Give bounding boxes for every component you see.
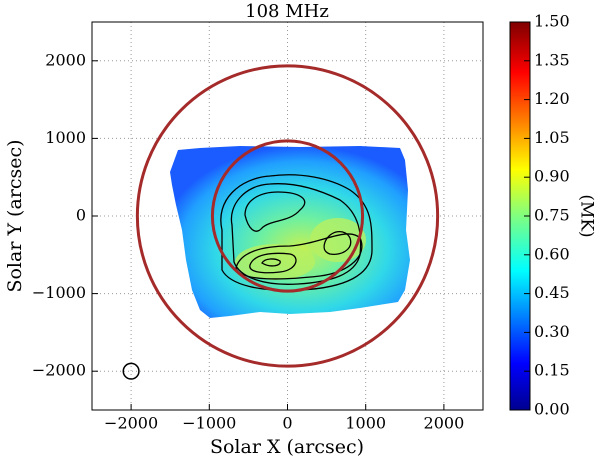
- y-tick-label: −1000: [32, 283, 86, 302]
- x-tick-label: −2000: [104, 414, 158, 433]
- colorbar-tick-label: 0.90: [534, 167, 570, 186]
- colorbar-tick-label: 0.60: [534, 244, 570, 263]
- y-tick-label: 2000: [45, 50, 86, 69]
- x-tick-label: 2000: [424, 414, 465, 433]
- heatmap-core: [235, 244, 315, 280]
- heatmap-core: [310, 218, 366, 262]
- y-tick-label: 1000: [45, 128, 86, 147]
- heatmap-blob: [170, 146, 410, 318]
- circle: [122, 362, 140, 380]
- colorbar-tick-label: 0.00: [534, 400, 570, 419]
- y-axis-label: Solar Y (arcsec): [4, 139, 26, 292]
- circle: [210, 139, 365, 293]
- circle: [135, 64, 440, 368]
- x-tick-label: 1000: [345, 414, 386, 433]
- x-tick-label: 0: [282, 414, 292, 433]
- colorbar-tick-label: 1.20: [534, 89, 570, 108]
- colorbar-tick-label: 1.50: [534, 12, 570, 31]
- colorbar-tick-label: 0.30: [534, 322, 570, 341]
- x-axis-label: Solar X (arcsec): [210, 436, 364, 458]
- colorbar-tick-label: 1.05: [534, 128, 570, 147]
- overlay: [122, 64, 440, 380]
- colorbar-tick-label: 0.75: [534, 206, 570, 225]
- y-tick-label: 0: [76, 206, 86, 225]
- colorbar-tick-label: 1.35: [534, 50, 570, 69]
- colorbar-tick-label: 0.45: [534, 283, 570, 302]
- heatmap: [170, 146, 410, 318]
- colorbar-tick-label: 0.15: [534, 361, 570, 380]
- x-tick-label: −1000: [182, 414, 236, 433]
- y-tick-label: −2000: [32, 361, 86, 380]
- colorbar-label: (MK): [577, 194, 597, 237]
- chart-title: 108 MHz: [245, 1, 329, 22]
